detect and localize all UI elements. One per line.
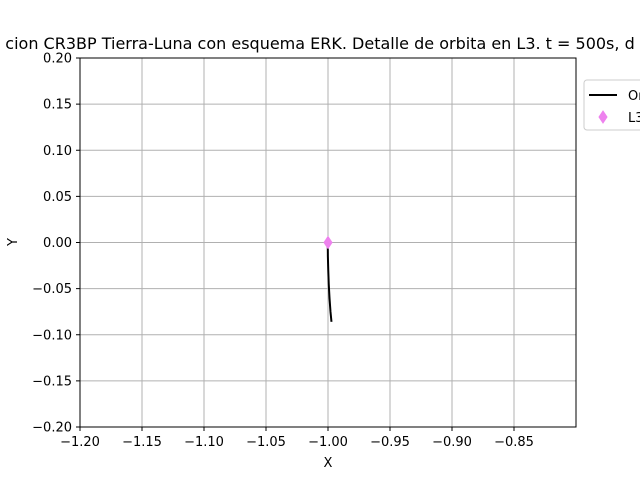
x-ticks: −1.20 −1.15 −1.10 −1.05 −1.00 −0.95 −0.90 −0.85	[60, 427, 534, 450]
x-tick-label: −1.15	[122, 435, 162, 450]
y-tick-label: 0.15	[43, 98, 72, 113]
x-tick-label: −0.90	[432, 435, 472, 450]
plot-lines	[323, 235, 333, 322]
legend: Or L3	[583, 79, 640, 131]
y-tick-label: −0.10	[32, 328, 72, 343]
orbit-line	[326, 242, 333, 322]
x-tick-label: −0.85	[494, 435, 534, 450]
x-tick-label: −1.05	[246, 435, 286, 450]
x-tick-label: −1.10	[184, 435, 224, 450]
chart-title: cion CR3BP Tierra-Luna con esquema ERK. …	[5, 34, 634, 53]
legend-swatch-marker	[598, 110, 608, 124]
y-tick-label: −0.20	[32, 421, 72, 436]
x-tick-label: −1.00	[308, 435, 348, 450]
legend-label: L3	[628, 111, 640, 126]
y-tick-label: 0.10	[43, 144, 72, 159]
y-ticks: −0.20 −0.15 −0.10 −0.05 0.00 0.05 0.10 0.15 0.20	[32, 52, 80, 436]
y-tick-label: −0.05	[32, 282, 72, 297]
x-axis-label: X	[324, 456, 333, 471]
y-tick-label: 0.05	[43, 190, 72, 205]
l3-point-marker	[323, 235, 333, 250]
x-tick-label: −1.20	[60, 435, 100, 450]
y-tick-label: −0.15	[32, 374, 72, 389]
legend-label: Or	[628, 89, 640, 104]
y-axis-label: Y	[6, 238, 21, 247]
y-tick-label: 0.20	[43, 52, 72, 67]
y-tick-label: 0.00	[43, 236, 72, 251]
x-tick-label: −0.95	[370, 435, 410, 450]
legend-box	[583, 79, 640, 131]
